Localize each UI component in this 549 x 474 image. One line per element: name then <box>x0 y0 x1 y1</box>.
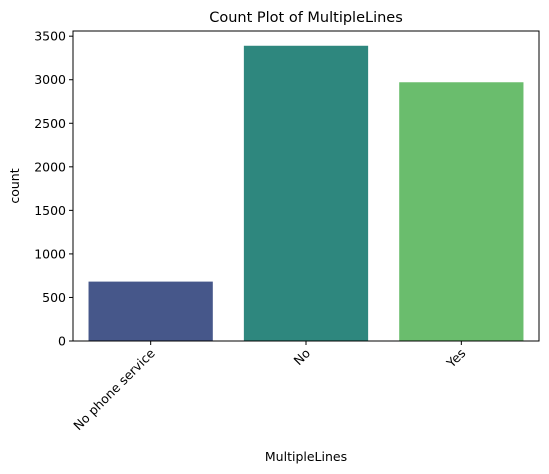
x-axis-label: MultipleLines <box>265 449 347 464</box>
y-tick-label: 2500 <box>34 116 66 131</box>
y-tick-label: 3500 <box>34 29 66 44</box>
bar-no <box>243 45 369 342</box>
bar-yes <box>399 82 524 341</box>
x-tick-label: No phone service <box>70 345 158 433</box>
y-tick-label: 1000 <box>34 246 66 261</box>
plot-frame <box>72 30 540 342</box>
bar-no-phone-service <box>88 281 213 341</box>
y-tick-label: 0 <box>58 334 66 349</box>
x-tick-label: No <box>290 346 313 369</box>
x-axis-ticks: No phone service No Yes <box>70 341 468 433</box>
y-axis-label: count <box>7 168 22 203</box>
y-axis-ticks: 0 500 1000 1500 2000 2500 3000 3500 <box>34 29 73 349</box>
plot-area: 0 500 1000 1500 2000 2500 3000 3500 No phone se… <box>34 29 540 433</box>
y-tick-label: 3000 <box>34 72 66 87</box>
y-tick-label: 500 <box>42 290 66 305</box>
chart-title: Count Plot of MultipleLines <box>209 10 403 26</box>
bars <box>88 45 524 342</box>
y-tick-label: 1500 <box>34 203 66 218</box>
y-tick-label: 2000 <box>34 159 66 174</box>
x-tick-label: Yes <box>443 346 469 372</box>
